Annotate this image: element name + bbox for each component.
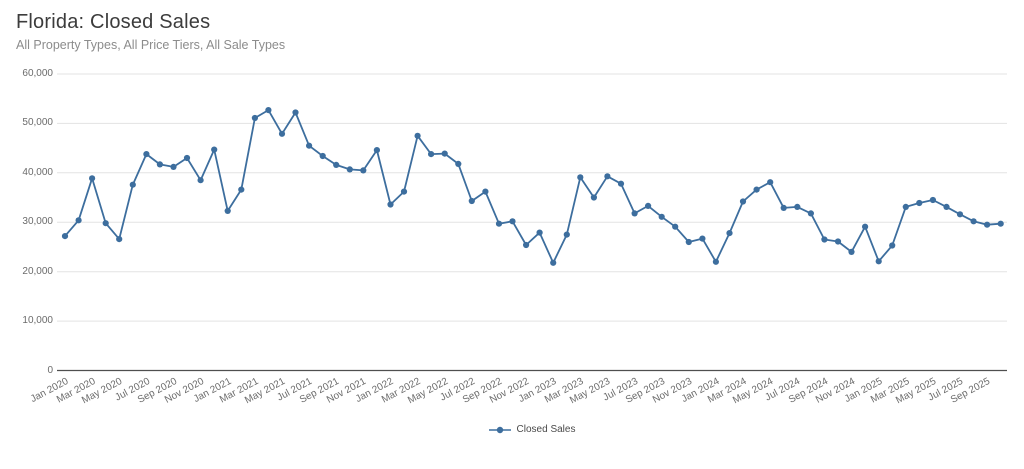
data-point-jun-2024[interactable]: [780, 204, 787, 211]
data-point-may-2022[interactable]: [441, 150, 448, 157]
data-point-jun-2022[interactable]: [455, 160, 462, 167]
data-point-oct-2025[interactable]: [997, 220, 1004, 227]
data-point-nov-2024[interactable]: [848, 248, 855, 255]
data-point-oct-2020[interactable]: [183, 154, 191, 162]
data-point-aug-2025[interactable]: [970, 218, 977, 225]
y-tick-label: 60,000: [22, 68, 53, 79]
data-point-jan-2022[interactable]: [387, 201, 394, 208]
data-point-feb-2020[interactable]: [75, 217, 82, 224]
data-point-jan-2023[interactable]: [550, 259, 557, 266]
y-tick-label: 40,000: [22, 166, 53, 178]
chart-subtitle: All Property Types, All Price Tiers, All…: [16, 38, 286, 52]
data-point-nov-2022[interactable]: [523, 241, 530, 249]
data-point-oct-2023[interactable]: [672, 223, 679, 230]
data-point-mar-2022[interactable]: [414, 132, 421, 139]
data-point-apr-2023[interactable]: [590, 194, 598, 201]
data-point-sep-2023[interactable]: [658, 213, 665, 220]
data-point-apr-2025[interactable]: [916, 199, 923, 207]
data-point-jan-2024[interactable]: [712, 258, 720, 265]
data-point-jul-2024[interactable]: [794, 203, 801, 210]
data-point-may-2021[interactable]: [278, 130, 286, 137]
data-point-oct-2021[interactable]: [346, 166, 353, 173]
data-point-sep-2024[interactable]: [821, 236, 828, 243]
data-point-jan-2021[interactable]: [224, 207, 231, 214]
data-point-jun-2020[interactable]: [129, 181, 136, 188]
data-point-jul-2025[interactable]: [956, 211, 964, 218]
data-point-sep-2020[interactable]: [170, 163, 177, 170]
data-point-nov-2023[interactable]: [685, 238, 692, 246]
data-point-dec-2021[interactable]: [373, 147, 380, 154]
data-point-may-2023[interactable]: [604, 173, 611, 180]
legend: Closed Sales: [57, 424, 1007, 435]
data-point-dec-2024[interactable]: [862, 223, 869, 230]
y-tick-label: 10,000: [22, 315, 53, 327]
data-point-sep-2025[interactable]: [984, 221, 991, 228]
data-point-jul-2020[interactable]: [143, 151, 150, 158]
data-point-aug-2021[interactable]: [319, 152, 326, 160]
data-point-jun-2023[interactable]: [617, 180, 625, 187]
data-point-nov-2020[interactable]: [197, 177, 204, 184]
data-point-feb-2024[interactable]: [726, 230, 733, 237]
data-point-feb-2023[interactable]: [563, 231, 570, 238]
y-tick-label: 30,000: [22, 216, 53, 228]
y-tick-label: 50,000: [22, 117, 53, 129]
data-point-aug-2023[interactable]: [645, 202, 652, 209]
legend-label: Closed Sales: [516, 424, 576, 435]
data-point-nov-2021[interactable]: [360, 167, 367, 174]
data-point-jul-2021[interactable]: [306, 142, 313, 149]
data-point-jul-2022[interactable]: [468, 197, 475, 205]
data-point-feb-2022[interactable]: [400, 188, 408, 195]
y-tick-label: 0: [47, 364, 53, 376]
data-point-may-2024[interactable]: [767, 179, 774, 186]
chart-title: Florida: Closed Sales: [16, 11, 211, 33]
legend-line-dot-icon: [488, 426, 511, 433]
data-point-aug-2024[interactable]: [807, 210, 815, 217]
data-point-aug-2020[interactable]: [156, 161, 163, 168]
legend-item-closed-sales[interactable]: Closed Sales: [488, 424, 576, 435]
data-point-mar-2020[interactable]: [89, 175, 96, 182]
data-point-dec-2020[interactable]: [211, 146, 218, 153]
data-point-sep-2022[interactable]: [495, 220, 503, 227]
data-point-apr-2022[interactable]: [428, 151, 435, 158]
data-point-mar-2025[interactable]: [902, 203, 909, 210]
data-point-may-2025[interactable]: [929, 196, 937, 204]
data-point-may-2020[interactable]: [116, 236, 123, 243]
data-point-feb-2021[interactable]: [238, 186, 245, 193]
data-point-jun-2025[interactable]: [943, 203, 950, 210]
data-point-mar-2023[interactable]: [577, 174, 584, 181]
data-point-jun-2021[interactable]: [292, 109, 299, 116]
data-point-aug-2022[interactable]: [482, 188, 489, 195]
data-point-jan-2020[interactable]: [61, 233, 69, 240]
closed-sales-line: [64, 109, 1002, 264]
y-tick-label: 20,000: [22, 265, 53, 277]
data-point-dec-2023[interactable]: [699, 235, 706, 242]
data-point-oct-2022[interactable]: [509, 218, 516, 225]
data-point-feb-2025[interactable]: [889, 242, 896, 249]
data-point-jul-2023[interactable]: [631, 210, 638, 217]
data-point-sep-2021[interactable]: [333, 161, 340, 168]
data-point-apr-2024[interactable]: [753, 186, 760, 193]
data-point-jan-2025[interactable]: [875, 258, 882, 265]
data-point-mar-2021[interactable]: [251, 114, 258, 122]
data-point-mar-2024[interactable]: [739, 198, 747, 205]
data-point-oct-2024[interactable]: [834, 238, 842, 245]
data-point-dec-2022[interactable]: [536, 229, 543, 236]
data-point-apr-2020[interactable]: [102, 220, 109, 227]
data-point-apr-2021[interactable]: [265, 107, 272, 114]
